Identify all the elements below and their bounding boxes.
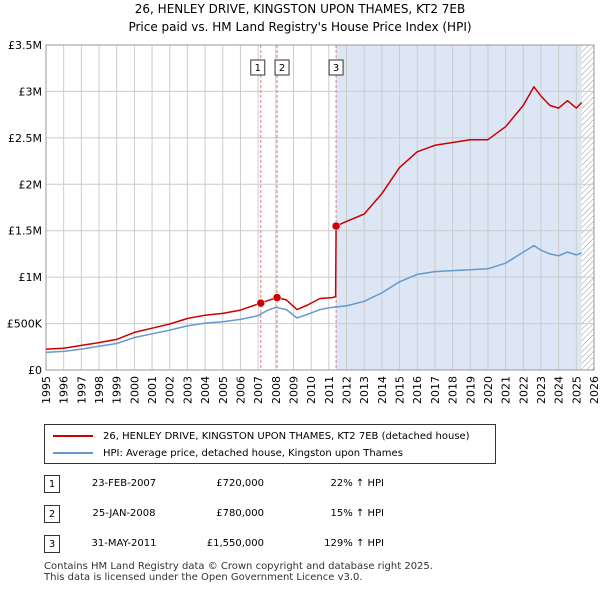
y-tick-label: £3M: [19, 85, 43, 98]
x-tick-label: 2003: [181, 376, 194, 404]
sale-label-text: 1: [255, 63, 261, 74]
x-tick-label: 2025: [570, 376, 583, 404]
hpi-line: [45, 244, 582, 354]
sale-date: 25-JAN-2008: [92, 508, 156, 519]
x-tick-label: 2001: [146, 376, 159, 404]
chart-subtitle: Price paid vs. HM Land Registry's House …: [128, 20, 472, 34]
price-chart: £0 £500K £1M £1.5M £2M £2.5M £3M £3.5M 1995 1996 1…: [7, 39, 600, 404]
sale-point: [331, 221, 341, 231]
x-tick-label: 2009: [287, 376, 300, 404]
sale-date: 31-MAY-2011: [91, 538, 157, 549]
x-tick-label: 2026: [588, 376, 600, 404]
x-tick-label: 2022: [517, 376, 530, 404]
sale-price: £780,000: [216, 508, 264, 519]
sale-label-text: 2: [279, 63, 285, 74]
sale-label-text: 3: [333, 63, 339, 74]
sale-label-box: [328, 59, 344, 76]
x-tick-label: 2023: [535, 376, 548, 404]
x-tick-label: 1995: [40, 376, 53, 404]
sale-hpi-change: 15% ↑ HPI: [330, 508, 384, 519]
x-tick-label: 2020: [482, 376, 495, 404]
x-tick-label: 2007: [252, 376, 265, 404]
forecast-hatch-region: [581, 45, 594, 370]
x-tick-label: 2014: [376, 376, 389, 404]
y-tick-label: £2.5M: [8, 132, 42, 145]
legend-label-hpi: HPI: Average price, detached house, King…: [103, 447, 403, 459]
y-tick-label: £2M: [19, 178, 43, 191]
sale-hpi-change: 129% ↑ HPI: [324, 538, 384, 549]
sale-label-box: [274, 59, 290, 76]
x-tick-label: 2013: [358, 376, 371, 404]
x-tick-label: 1999: [111, 376, 124, 404]
x-tick-label: 1996: [58, 376, 71, 404]
x-tick-label: 1998: [93, 376, 106, 404]
sale-label-box: [250, 59, 266, 76]
legend: 26, HENLEY DRIVE, KINGSTON UPON THAMES, …: [44, 424, 496, 464]
x-tick-label: 2024: [553, 376, 566, 404]
x-tick-label: 2010: [305, 376, 318, 404]
shaded-region: [336, 45, 582, 370]
sale-number-badge: 3: [44, 535, 60, 553]
x-tick-label: 2006: [234, 376, 247, 404]
sale-date: 23-FEB-2007: [91, 478, 157, 489]
x-tick-label: 2018: [447, 376, 460, 404]
y-tick-label: £0: [28, 364, 42, 377]
x-tick-label: 2005: [217, 376, 230, 404]
footer-copyright: Contains HM Land Registry data © Crown c…: [44, 561, 433, 572]
y-tick-label: £1.5M: [8, 225, 42, 238]
y-tick-label: £3.5M: [8, 39, 42, 52]
sale-point: [256, 298, 266, 308]
x-tick-label: 2019: [464, 376, 477, 404]
y-tick-label: £500K: [7, 318, 43, 331]
sale-hpi-change: 22% ↑ HPI: [330, 478, 384, 489]
x-tick-label: 2008: [270, 376, 283, 404]
x-tick-label: 2011: [323, 376, 336, 404]
sale-price: £1,550,000: [206, 538, 264, 549]
y-tick-label: £1M: [19, 271, 43, 284]
x-tick-label: 2016: [411, 376, 424, 404]
x-tick-label: 2004: [199, 376, 212, 404]
legend-item-property: 26, HENLEY DRIVE, KINGSTON UPON THAMES, …: [53, 428, 470, 444]
x-tick-label: 2002: [164, 376, 177, 404]
legend-item-hpi: HPI: Average price, detached house, King…: [53, 445, 403, 461]
footer-licence: This data is licensed under the Open Gov…: [44, 572, 363, 583]
chart-title: 26, HENLEY DRIVE, KINGSTON UPON THAMES, …: [134, 2, 466, 16]
x-tick-label: 2015: [394, 376, 407, 404]
sale-number-badge: 2: [44, 505, 60, 523]
x-tick-label: 2017: [429, 376, 442, 404]
legend-swatch-hpi: [53, 452, 93, 454]
sale-point: [272, 293, 282, 302]
sale-number-badge: 1: [44, 475, 60, 493]
x-tick-label: 2021: [500, 376, 513, 404]
x-tick-label: 2000: [128, 376, 141, 404]
x-tick-label: 1997: [75, 376, 88, 404]
x-tick-label: 2012: [341, 376, 354, 404]
sale-price: £720,000: [216, 478, 264, 489]
plot-frame: [45, 44, 595, 371]
property-price-line: [45, 86, 583, 350]
legend-label-property: 26, HENLEY DRIVE, KINGSTON UPON THAMES, …: [103, 430, 470, 442]
legend-swatch-property: [53, 435, 93, 437]
